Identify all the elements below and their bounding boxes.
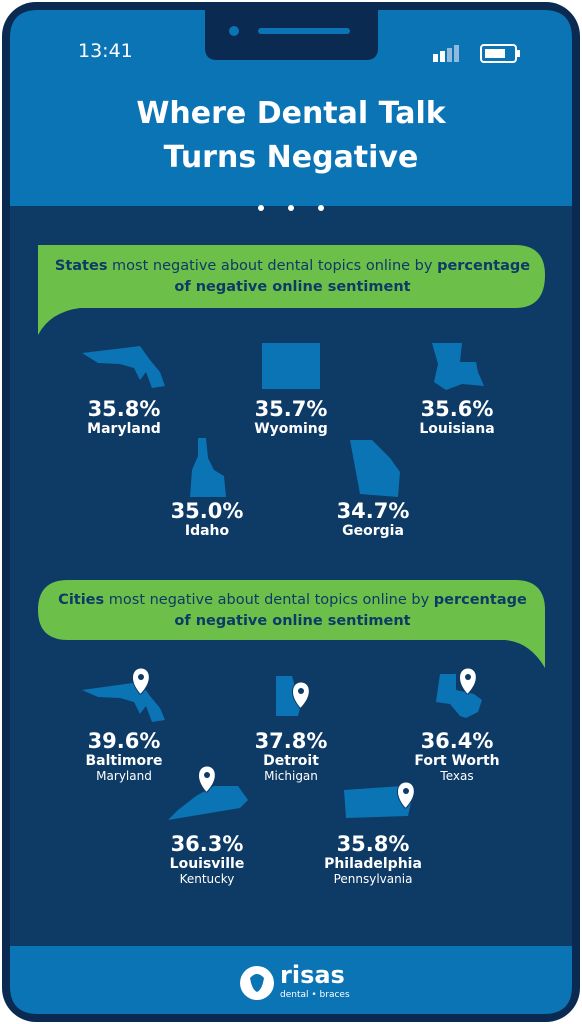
state-item: 35.8% Maryland (34, 397, 214, 437)
heading-lead: States (54, 258, 108, 274)
percent: 37.8% (254, 729, 328, 753)
city-item: 37.8% Detroit Michigan (201, 729, 381, 783)
city-item: 35.8% Philadelphia Pennsylvania (283, 832, 463, 886)
state-name: Maryland (87, 421, 161, 437)
heading-text: most negative about dental topics online… (104, 592, 434, 608)
heading-lead: Cities (58, 592, 105, 608)
city-name: Philadelphia (324, 856, 422, 872)
city-name: Detroit (263, 753, 319, 769)
state-item: 35.7% Wyoming (201, 397, 381, 437)
title: Where Dental Talk Turns Negative (136, 96, 446, 175)
heading-text: most negative about dental topics online… (107, 258, 438, 274)
state-name: Louisiana (419, 421, 495, 437)
city-state: Pennsylvania (333, 872, 413, 886)
percent: 35.8% (87, 397, 161, 421)
percent: 35.6% (420, 397, 494, 421)
state-item: 35.0% Idaho (117, 499, 297, 539)
state-name: Idaho (184, 523, 230, 539)
status-time: 13:41 (78, 40, 133, 62)
percent: 35.0% (170, 499, 244, 523)
city-state: Kentucky (179, 872, 235, 886)
state-item: 35.6% Louisiana (367, 397, 547, 437)
percent: 36.3% (170, 832, 244, 856)
state-item: 34.7% Georgia (283, 499, 463, 539)
city-state: Michigan (264, 769, 318, 783)
section-heading: Cities most negative about dental topics… (50, 590, 535, 632)
city-state: Texas (440, 769, 474, 783)
city-name: Louisville (169, 856, 245, 872)
section-heading: States most negative about dental topics… (50, 256, 535, 298)
heading-emphasis: percentage of negative online sentiment (174, 258, 531, 295)
city-name: Fort Worth (414, 753, 500, 769)
state-name: Georgia (342, 523, 404, 539)
state-name: Wyoming (254, 421, 328, 437)
city-item: 36.3% Louisville Kentucky (117, 832, 297, 886)
percent: 34.7% (336, 499, 410, 523)
percent: 39.6% (87, 729, 161, 753)
city-item: 39.6% Baltimore Maryland (34, 729, 214, 783)
brand: risas (280, 961, 345, 989)
percent: 36.4% (420, 729, 494, 753)
city-item: 36.4% Fort Worth Texas (367, 729, 547, 783)
brand-tagline: dental • braces (280, 990, 350, 1000)
heading-emphasis: percentage of negative online sentiment (174, 592, 527, 629)
percent: 35.7% (254, 397, 328, 421)
city-name: Baltimore (85, 753, 163, 769)
city-state: Maryland (96, 769, 152, 783)
percent: 35.8% (336, 832, 410, 856)
